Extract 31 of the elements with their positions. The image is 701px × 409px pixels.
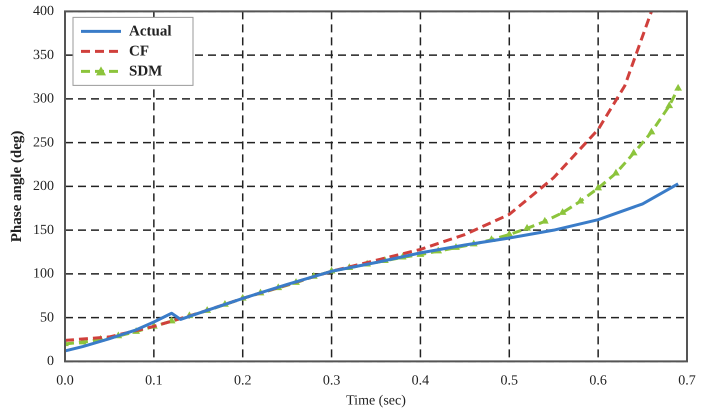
point — [674, 84, 682, 91]
y-tick-label: 200 — [33, 179, 54, 194]
y-tick-label: 250 — [33, 135, 54, 150]
y-tick-label: 350 — [33, 48, 54, 63]
x-tick-label: 0.7 — [678, 373, 696, 388]
y-tick-label: 100 — [33, 266, 54, 282]
x-tick-label: 0.6 — [589, 373, 607, 388]
legend-label: SDM — [129, 63, 162, 80]
point — [630, 148, 638, 156]
x-tick-label: 0.1 — [145, 373, 163, 388]
y-tick-label: 300 — [33, 92, 54, 107]
legend-label: CF — [129, 43, 149, 60]
point — [594, 184, 602, 190]
x-tick-label: 0.2 — [234, 373, 252, 388]
y-axis-title: Phase angle (deg) — [8, 130, 25, 242]
point — [523, 224, 531, 231]
point — [665, 101, 674, 108]
x-axis-title: Time (sec) — [346, 393, 406, 408]
x-tick-label: 0.3 — [322, 373, 340, 388]
y-tick-label: 400 — [33, 4, 54, 20]
legend-label: Actual — [129, 23, 172, 40]
point — [612, 168, 620, 176]
y-tick-label: 50 — [40, 310, 54, 326]
line-series — [65, 11, 653, 342]
x-tick-label: 0.5 — [500, 373, 518, 388]
x-tick-label: 0.0 — [56, 373, 74, 388]
point — [648, 128, 656, 134]
point — [558, 208, 566, 215]
x-tick-label: 0.4 — [412, 373, 430, 388]
y-tick-label: 0 — [47, 354, 54, 370]
y-tick-label: 150 — [33, 222, 54, 238]
